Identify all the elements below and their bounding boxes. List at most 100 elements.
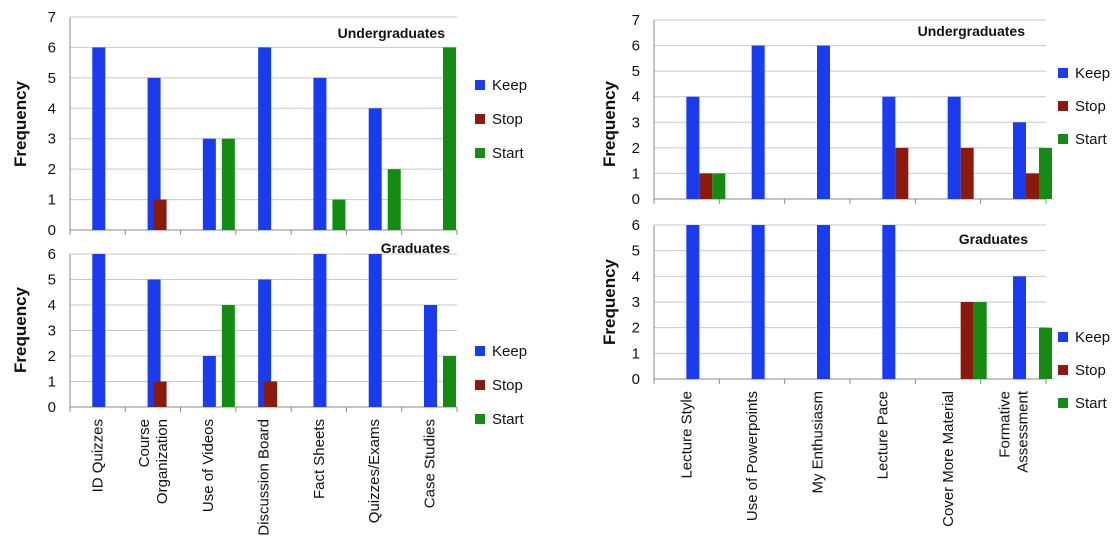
legend-swatch-keep bbox=[1058, 68, 1068, 78]
y-tick-label: 1 bbox=[632, 345, 640, 362]
bar-stop bbox=[264, 381, 278, 407]
bar-keep bbox=[882, 96, 896, 199]
bar-keep bbox=[92, 47, 106, 230]
category-label: Case Studies bbox=[421, 419, 438, 508]
bar-keep bbox=[424, 305, 437, 407]
category-label-line: Lecture Style bbox=[679, 391, 696, 479]
bar-keep bbox=[686, 96, 700, 199]
y-tick-label: 0 bbox=[48, 399, 56, 416]
bar-stop bbox=[960, 302, 974, 379]
legend-label: Keep bbox=[1075, 65, 1110, 82]
category-label: Use of Videos bbox=[200, 419, 217, 512]
category-label: Formative Assessment bbox=[996, 390, 1031, 473]
category-label: Quizzes/Exams bbox=[366, 419, 383, 523]
bar-keep bbox=[686, 225, 700, 379]
bar-start bbox=[973, 302, 987, 379]
chart-1: 0 1 2 3 4 5 6 7 Undergraduates Frequency 0 1 2 3 4 5 6 Gr… bbox=[11, 9, 527, 536]
bar-keep bbox=[258, 47, 272, 230]
bar-keep bbox=[817, 225, 830, 379]
bar-stop bbox=[960, 147, 974, 199]
panel-title: Undergraduates bbox=[918, 23, 1026, 39]
legend-label: Start bbox=[1075, 131, 1108, 148]
legend-swatch-start bbox=[475, 414, 485, 424]
bar-keep bbox=[947, 96, 961, 199]
bar-keep bbox=[368, 108, 382, 230]
panel-undergraduates: 0 1 2 3 4 5 6 7 Undergraduates Frequency bbox=[600, 12, 1052, 208]
bar-stop bbox=[895, 147, 909, 199]
legend-swatch-keep bbox=[475, 80, 485, 90]
bar-keep bbox=[368, 254, 382, 407]
y-tick-label: 5 bbox=[632, 243, 640, 260]
category-label: Lecture Style bbox=[679, 391, 696, 479]
bar-keep bbox=[202, 138, 216, 230]
legend-swatch-keep bbox=[475, 346, 485, 356]
legend-swatch-stop bbox=[1058, 365, 1068, 375]
panel-title: Undergraduates bbox=[338, 25, 446, 41]
category-label-line: Organization bbox=[154, 419, 171, 504]
category-label: Lecture Pace bbox=[875, 391, 892, 479]
legend-label: Keep bbox=[492, 343, 527, 360]
category-label: ID Quizzes bbox=[90, 419, 107, 492]
y-tick-label: 6 bbox=[632, 217, 640, 234]
bar-keep bbox=[258, 279, 272, 407]
legend-label: Stop bbox=[492, 111, 523, 128]
y-tick-label: 6 bbox=[632, 38, 640, 55]
y-tick-label: 1 bbox=[632, 165, 640, 182]
y-tick-label: 6 bbox=[48, 39, 56, 56]
category-label: Course Organization bbox=[136, 419, 171, 504]
legend-label: Start bbox=[1075, 395, 1108, 412]
legend-swatch-keep bbox=[1058, 332, 1068, 342]
bar-keep bbox=[751, 225, 765, 379]
bar-start bbox=[1039, 147, 1052, 199]
panel-undergraduates: 0 1 2 3 4 5 6 7 Undergraduates Frequency bbox=[11, 9, 458, 239]
y-axis-label: Frequency bbox=[600, 258, 619, 345]
y-tick-label: 3 bbox=[48, 131, 56, 148]
category-label-line: Course bbox=[136, 419, 153, 467]
panel-graduates: 0 1 2 3 4 5 6 Graduates Frequency bbox=[600, 217, 1052, 388]
bar-start bbox=[712, 173, 726, 199]
category-label-line: Use of Videos bbox=[200, 419, 217, 512]
legend-swatch-stop bbox=[475, 114, 485, 124]
legend-label: Keep bbox=[492, 77, 527, 94]
category-label: Discussion Board bbox=[256, 419, 273, 536]
y-tick-label: 2 bbox=[48, 348, 56, 365]
legend-label: Stop bbox=[492, 377, 523, 394]
y-axis-label: Frequency bbox=[11, 80, 30, 167]
legend-swatch-start bbox=[475, 148, 485, 158]
legend-swatch-stop bbox=[1058, 101, 1068, 111]
y-tick-label: 4 bbox=[48, 297, 56, 314]
y-tick-label: 6 bbox=[48, 246, 56, 263]
bar-stop bbox=[699, 173, 713, 199]
y-tick-label: 1 bbox=[48, 192, 56, 209]
y-tick-label: 3 bbox=[632, 294, 640, 311]
bar-keep bbox=[147, 279, 161, 407]
legend-label: Stop bbox=[1075, 362, 1106, 379]
bar-start bbox=[332, 199, 346, 230]
legend-swatch-stop bbox=[475, 380, 485, 390]
category-label: Use of Powerpoints bbox=[744, 391, 761, 521]
legend-swatch-start bbox=[1058, 134, 1068, 144]
legend-label: Start bbox=[492, 411, 525, 428]
legend-label: Start bbox=[492, 145, 525, 162]
bar-start bbox=[443, 356, 456, 407]
bar-stop bbox=[153, 199, 167, 230]
y-tick-label: 3 bbox=[632, 114, 640, 131]
category-label-line: Case Studies bbox=[421, 419, 438, 508]
bar-keep bbox=[882, 225, 896, 379]
y-axis-label: Frequency bbox=[11, 286, 30, 373]
legend: Keep Stop Start bbox=[1058, 65, 1110, 148]
y-tick-label: 2 bbox=[632, 320, 640, 337]
bar-keep bbox=[817, 45, 830, 200]
chart-2: 0 1 2 3 4 5 6 7 Undergraduates Frequency 0 1 2 3 4 5 6 Gr… bbox=[600, 12, 1110, 527]
y-tick-label: 0 bbox=[632, 191, 640, 208]
category-label-line: My Enthusiasm bbox=[809, 391, 826, 494]
bar-keep bbox=[313, 254, 327, 407]
y-tick-label: 7 bbox=[48, 9, 56, 26]
bar-start bbox=[221, 305, 235, 407]
y-tick-label: 0 bbox=[632, 371, 640, 388]
panel-title: Graduates bbox=[381, 240, 450, 256]
category-label-line: Fact Sheets bbox=[311, 419, 328, 499]
category-label: My Enthusiasm bbox=[809, 391, 826, 494]
y-axis-label: Frequency bbox=[600, 80, 619, 167]
bar-stop bbox=[1026, 173, 1039, 199]
